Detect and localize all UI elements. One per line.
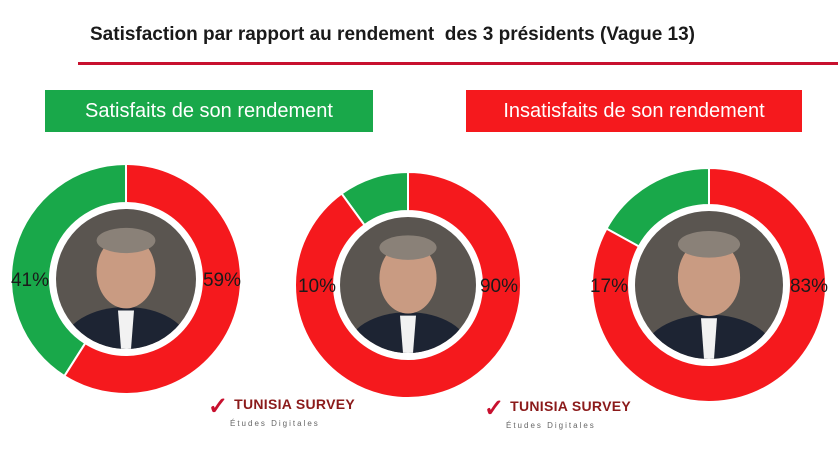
brand-subtitle: Études Digitales	[230, 419, 320, 428]
brand-name: TUNISIA SURVEY	[234, 396, 355, 412]
data-label-unsatisfied: 90%	[480, 276, 518, 297]
donut-chart-3: 17% 83%	[590, 166, 828, 403]
brand-subtitle: Études Digitales	[506, 421, 596, 430]
slice-satisfied	[10, 162, 127, 378]
portrait-photo	[340, 217, 476, 353]
title-underline	[78, 62, 838, 65]
brand-logo-left: ✓ TUNISIA SURVEY Études Digitales	[208, 393, 355, 429]
legend-unsatisfied-label: Insatisfaits de son rendement	[503, 99, 765, 122]
legend-satisfied-label: Satisfaits de son rendement	[85, 99, 333, 122]
donut-chart-1: 41% 59%	[10, 162, 242, 395]
brand-logo-right: ✓ TUNISIA SURVEY Études Digitales	[484, 395, 631, 431]
portrait-photo	[635, 211, 783, 359]
checkmark-icon: ✓	[484, 395, 505, 422]
data-label-unsatisfied: 83%	[790, 276, 828, 297]
slice-unsatisfied	[62, 162, 242, 395]
data-label-satisfied: 41%	[11, 270, 49, 291]
data-label-unsatisfied: 59%	[203, 270, 241, 291]
brand-name: TUNISIA SURVEY	[510, 398, 631, 414]
slice-unsatisfied	[294, 170, 522, 399]
chart-title: Satisfaction par rapport au rendement de…	[90, 24, 696, 45]
data-label-satisfied: 10%	[298, 276, 336, 297]
portrait-photo	[56, 209, 196, 349]
donut-chart-2: 10% 90%	[294, 170, 522, 399]
legend-satisfied: Satisfaits de son rendement	[45, 90, 373, 132]
checkmark-icon: ✓	[208, 393, 229, 420]
data-label-satisfied: 17%	[590, 276, 628, 297]
legend-unsatisfied: Insatisfaits de son rendement	[466, 90, 802, 132]
slice-unsatisfied	[591, 166, 827, 403]
